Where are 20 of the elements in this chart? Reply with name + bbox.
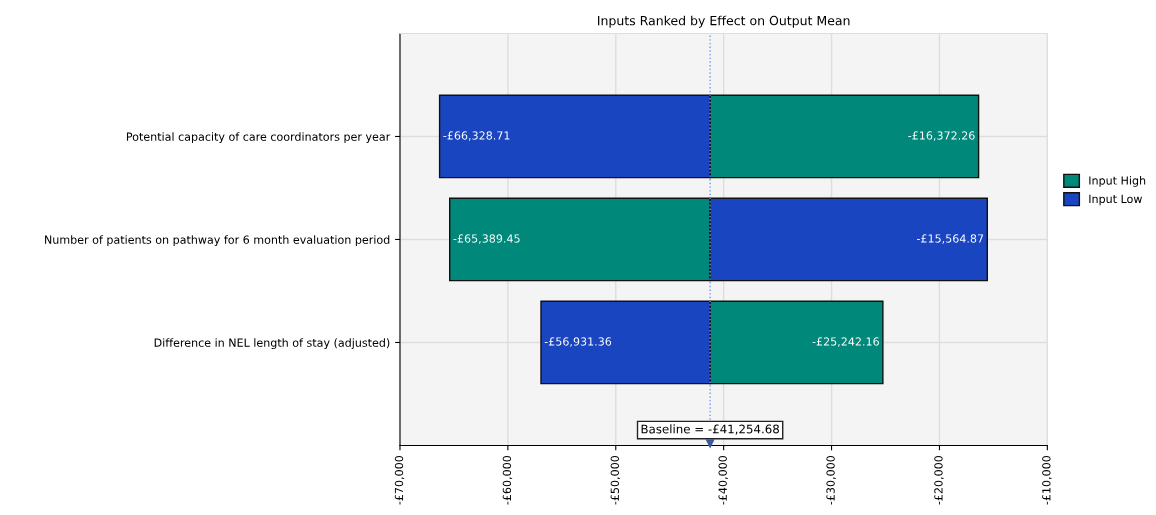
y-tick-label: Difference in NEL length of stay (adjusted) bbox=[154, 338, 390, 350]
x-tick-label: -£50,000 bbox=[610, 455, 621, 505]
y-tick-label: Potential capacity of care coordinators per year bbox=[126, 132, 391, 144]
y-tick-label: Number of patients on pathway for 6 month evaluation period bbox=[45, 235, 390, 247]
data-label: -£16,372.26 bbox=[908, 131, 975, 141]
legend-label: Input High bbox=[1089, 176, 1146, 187]
legend-label: Input Low bbox=[1089, 194, 1142, 206]
ref-line-label: Baseline = -£41,254.68 bbox=[641, 424, 779, 435]
x-tick-label: -£10,000 bbox=[1042, 455, 1052, 505]
x-tick-label: -£20,000 bbox=[934, 455, 944, 505]
x-tick-label: -£70,000 bbox=[394, 455, 405, 505]
x-tick-label: -£60,000 bbox=[502, 455, 513, 505]
x-tick-label: -£30,000 bbox=[826, 455, 836, 505]
chart-title: Inputs Ranked by Effect on Output Mean bbox=[598, 15, 850, 28]
data-label: -£15,564.87 bbox=[916, 234, 984, 244]
data-label: -£65,389.45 bbox=[453, 234, 520, 244]
data-label: -£25,242.16 bbox=[812, 337, 879, 347]
data-label: -£66,328.71 bbox=[443, 131, 510, 141]
x-tick-label: -£40,000 bbox=[718, 455, 729, 505]
data-label: -£56,931.36 bbox=[544, 337, 612, 347]
